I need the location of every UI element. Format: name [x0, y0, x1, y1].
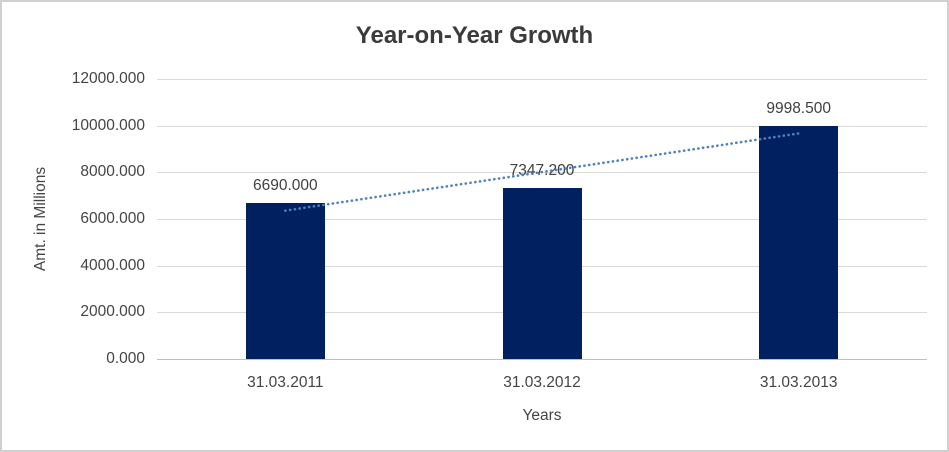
bar-data-label: 6690.000: [253, 176, 318, 194]
y-tick-label: 0.000: [106, 350, 145, 367]
y-tick-label: 12000.000: [71, 70, 145, 87]
y-tick-label: 8000.000: [80, 163, 145, 180]
x-tick-label: 31.03.2013: [759, 374, 838, 391]
y-tick-label: 2000.000: [80, 303, 145, 320]
y-tick-label: 6000.000: [80, 210, 145, 227]
x-tick-label: 31.03.2012: [503, 374, 581, 391]
bar: [502, 187, 582, 359]
y-tick-label: 10000.000: [71, 117, 145, 134]
x-axis-line: [157, 359, 927, 360]
bar: [245, 202, 325, 359]
bar: [759, 125, 839, 359]
chart-title: Year-on-Year Growth: [355, 22, 594, 49]
x-axis-title: Years: [522, 407, 562, 424]
gridline: [157, 79, 927, 80]
bar-data-label: 9998.500: [766, 99, 831, 117]
y-tick-label: 4000.000: [80, 257, 145, 274]
bar-data-label: 7347.200: [509, 161, 575, 179]
gridline: [157, 126, 927, 127]
x-tick-label: 31.03.2011: [247, 374, 324, 391]
